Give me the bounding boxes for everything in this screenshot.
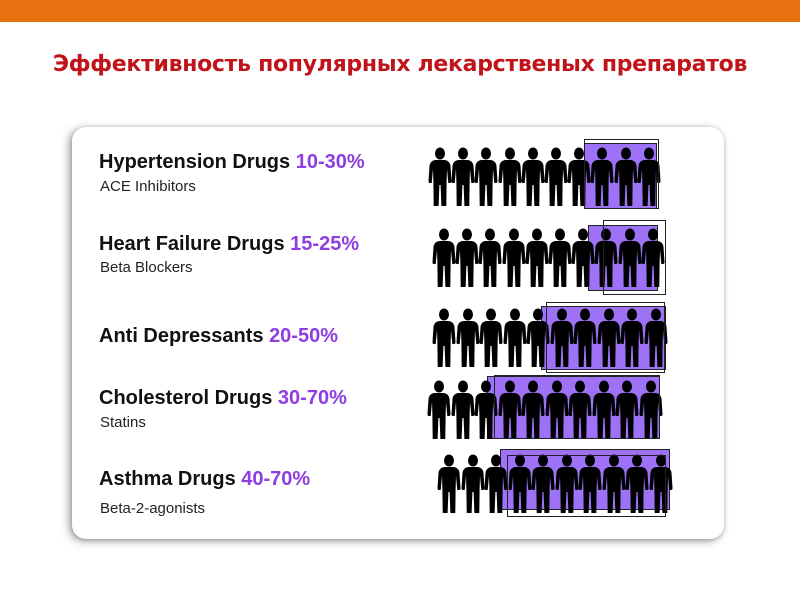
effective-outline-box: [546, 302, 665, 373]
person-silhouette-icon: [568, 380, 592, 439]
person-silhouette-icon: [450, 380, 475, 439]
row-subtitle-hypertension: ACE Inhibitors: [100, 178, 196, 195]
drug-name: Asthma Drugs: [99, 468, 236, 490]
person-silhouette-icon: [428, 147, 452, 206]
person-silhouette-icon: [648, 454, 673, 513]
person-silhouette-icon: [432, 308, 456, 367]
person-silhouette-icon: [460, 454, 485, 513]
row-subtitle-asthma: Beta-2-agonists: [100, 500, 206, 517]
row-subtitle-cholesterol: Statins: [100, 414, 146, 431]
person-silhouette-icon: [474, 147, 498, 206]
row-title-hypertension: Hypertension Drugs 10-30%: [99, 150, 365, 174]
drug-name: Heart Failure Drugs: [99, 233, 285, 255]
slide-title: Эффективность популярных лекарственых пр…: [52, 52, 748, 77]
person-silhouette-icon: [521, 380, 545, 439]
person-silhouette-icon: [614, 147, 638, 206]
drug-name: Anti Depressants: [99, 325, 264, 347]
person-silhouette-icon: [625, 454, 649, 513]
person-silhouette-icon: [531, 454, 555, 513]
person-silhouette-icon: [620, 308, 644, 367]
person-silhouette-icon: [525, 228, 549, 287]
person-silhouette-icon: [502, 228, 526, 287]
effective-outline-box: [603, 220, 666, 295]
person-silhouette-icon: [615, 380, 639, 439]
person-silhouette-icon: [474, 380, 498, 439]
row-title-asthma: Asthma Drugs 40-70%: [99, 467, 310, 491]
person-silhouette-icon: [641, 228, 665, 287]
effective-outline-box: [584, 139, 659, 209]
person-silhouette-icon: [427, 380, 451, 439]
person-silhouette-icon: [571, 228, 595, 287]
person-silhouette-icon: [601, 454, 626, 513]
person-silhouette-icon: [479, 308, 503, 367]
top-accent-bar: [0, 0, 800, 22]
drug-name: Hypertension Drugs: [99, 151, 291, 173]
row-title-cholesterol: Cholesterol Drugs 30-70%: [99, 386, 347, 410]
person-silhouette-icon: [591, 380, 616, 439]
person-silhouette-icon: [455, 308, 480, 367]
person-silhouette-icon: [484, 454, 508, 513]
row-subtitle-heart-failure: Beta Blockers: [100, 259, 193, 276]
effectiveness-percent: 30-70%: [277, 387, 347, 409]
person-silhouette-icon: [637, 147, 661, 206]
effectiveness-percent: 10-30%: [295, 151, 365, 173]
effective-outline-box: [507, 455, 666, 517]
person-silhouette-icon: [437, 454, 461, 513]
person-silhouette-icon: [596, 308, 621, 367]
person-silhouette-icon: [549, 308, 574, 367]
person-silhouette-icon: [548, 228, 572, 287]
row-title-heart-failure: Heart Failure Drugs 15-25%: [99, 232, 359, 256]
person-silhouette-icon: [432, 228, 456, 287]
person-silhouette-icon: [451, 147, 475, 206]
person-silhouette-icon: [590, 147, 614, 206]
row-title-anti-depressants: Anti Depressants 20-50%: [99, 324, 338, 348]
person-silhouette-icon: [507, 454, 532, 513]
person-silhouette-icon: [455, 228, 479, 287]
person-silhouette-icon: [643, 308, 668, 367]
drug-name: Cholesterol Drugs: [99, 387, 273, 409]
person-silhouette-icon: [544, 147, 568, 206]
person-silhouette-icon: [521, 147, 545, 206]
person-silhouette-icon: [498, 147, 522, 206]
effectiveness-percent: 20-50%: [269, 325, 338, 347]
effectiveness-percent: 15-25%: [290, 233, 360, 255]
person-silhouette-icon: [478, 228, 502, 287]
person-silhouette-icon: [554, 454, 579, 513]
person-silhouette-icon: [502, 308, 527, 367]
effective-outline-box: [494, 375, 660, 439]
person-silhouette-icon: [544, 380, 569, 439]
person-silhouette-icon: [578, 454, 602, 513]
effectiveness-percent: 40-70%: [241, 468, 311, 490]
person-silhouette-icon: [618, 228, 642, 287]
person-silhouette-icon: [638, 380, 663, 439]
person-silhouette-icon: [573, 308, 597, 367]
person-silhouette-icon: [497, 380, 522, 439]
person-silhouette-icon: [526, 308, 550, 367]
